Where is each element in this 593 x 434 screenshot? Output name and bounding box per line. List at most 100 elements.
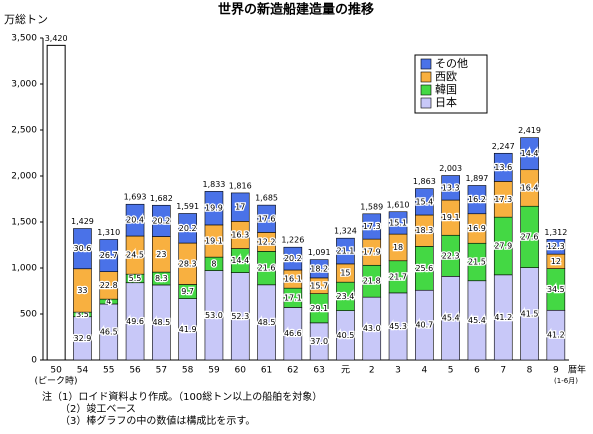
bar-segment xyxy=(493,152,513,182)
value-label: 41.5 xyxy=(521,309,539,318)
value-label: 20.4 xyxy=(126,216,144,225)
value-label: 45.3 xyxy=(389,322,407,331)
value-label: 20.2 xyxy=(179,224,197,233)
note: （3）棒グラフの中の数値は構成比を示す。 xyxy=(60,414,255,427)
bar-segment xyxy=(388,211,408,235)
value-label: 34.5 xyxy=(547,285,565,294)
value-label: 19.1 xyxy=(205,237,223,246)
value-label: 20.2 xyxy=(284,254,302,263)
bar-segment xyxy=(99,239,119,272)
total-label: 3,420 xyxy=(45,34,68,43)
x-tick-label: 8 xyxy=(527,366,533,376)
value-label: 37.0 xyxy=(310,337,328,346)
value-label: 21.1 xyxy=(337,247,355,256)
legend-swatch xyxy=(420,71,432,83)
value-label: 12 xyxy=(551,257,561,266)
x-tick-label: 55 xyxy=(103,366,114,376)
value-label: 12.3 xyxy=(547,242,565,251)
x-tick-label: 5 xyxy=(448,366,454,376)
value-label: 23.4 xyxy=(337,292,355,301)
value-label: 41.2 xyxy=(494,313,512,322)
bar-segment xyxy=(546,238,566,255)
x-tick-label: 6 xyxy=(474,366,480,376)
value-label: 16.1 xyxy=(284,275,302,284)
note: 注（1）ロイド資料より作成。（100総トン以上の船舶を対象） xyxy=(42,390,322,403)
value-label: 12.2 xyxy=(258,237,276,246)
value-label: 48.5 xyxy=(152,318,170,327)
value-label: 22.8 xyxy=(100,281,118,290)
bar-segment xyxy=(520,137,539,171)
value-label: 21.7 xyxy=(389,272,407,281)
value-label: 46.6 xyxy=(284,329,302,338)
bar-segment xyxy=(125,203,145,237)
value-label: 17 xyxy=(235,203,245,212)
bar xyxy=(46,44,66,361)
total-label: 2,419 xyxy=(518,126,541,135)
period-note: (1-6月) xyxy=(554,377,578,385)
value-label: 14.4 xyxy=(231,256,249,265)
x-axis-label: 暦年 xyxy=(568,364,586,376)
value-label: 15.7 xyxy=(310,281,328,290)
total-label: 1,833 xyxy=(202,180,225,189)
value-label: 17.6 xyxy=(258,214,276,223)
total-label: 1,324 xyxy=(334,227,357,236)
bar-segment xyxy=(178,213,197,244)
value-label: 25.6 xyxy=(415,264,433,273)
value-label: 17.9 xyxy=(363,248,381,257)
value-label: 41.9 xyxy=(179,325,197,334)
total-label: 1,897 xyxy=(465,174,488,183)
value-label: 40.5 xyxy=(337,331,355,340)
value-label: 46.5 xyxy=(100,327,118,336)
y-axis-label: 万総トン xyxy=(4,12,48,26)
x-tick-label: 59 xyxy=(208,366,220,376)
note: （2）竣工ベース xyxy=(60,402,136,415)
bar-segment xyxy=(152,204,171,237)
value-label: 20.2 xyxy=(152,216,170,225)
bar-segment xyxy=(309,259,329,279)
value-label: 15.4 xyxy=(415,197,433,206)
y-tick-label: 1,000 xyxy=(11,264,37,274)
y-tick-label: 2,000 xyxy=(11,172,37,182)
legend-swatch xyxy=(420,97,432,109)
y-tick-label: 0 xyxy=(31,356,37,366)
total-label: 1,226 xyxy=(281,236,304,245)
value-label: 3.5 xyxy=(76,310,89,319)
total-label: 1,310 xyxy=(97,228,120,237)
total-label: 2,003 xyxy=(439,164,462,173)
x-tick-label: 2 xyxy=(369,366,375,376)
value-label: 19.9 xyxy=(205,204,223,213)
value-label: 17.3 xyxy=(494,195,512,204)
value-label: 17.3 xyxy=(363,222,381,231)
y-tick-label: 500 xyxy=(20,310,37,320)
value-label: 27.6 xyxy=(521,232,539,241)
value-label: 17.1 xyxy=(284,293,302,302)
y-tick-label: 2,500 xyxy=(11,126,37,136)
x-tick-label: 60 xyxy=(235,366,247,376)
bar-segment xyxy=(204,191,224,226)
bar-segment xyxy=(257,204,276,233)
value-label: 23 xyxy=(156,250,166,259)
y-tick-label: 1,500 xyxy=(11,218,37,228)
value-label: 29.1 xyxy=(310,304,328,313)
total-label: 1,312 xyxy=(544,228,567,237)
value-label: 19.1 xyxy=(442,213,460,222)
x-tick-label: 50 xyxy=(50,366,62,376)
value-label: 18 xyxy=(393,243,403,252)
value-label: 45.4 xyxy=(442,314,460,323)
total-label: 1,610 xyxy=(387,200,410,209)
value-label: 48.5 xyxy=(258,318,276,327)
value-label: 52.3 xyxy=(231,312,249,321)
value-label: 21.5 xyxy=(468,258,486,267)
value-label: 53.0 xyxy=(205,311,223,320)
total-label: 2,247 xyxy=(492,142,515,151)
total-label: 1,682 xyxy=(150,194,173,203)
legend-label: 西欧 xyxy=(435,70,457,83)
value-label: 26.7 xyxy=(100,251,118,260)
legend-label: 日本 xyxy=(435,95,457,109)
total-label: 1,816 xyxy=(229,181,252,190)
total-label: 1,589 xyxy=(360,202,383,211)
bar-segment xyxy=(230,192,250,222)
value-label: 18.3 xyxy=(415,226,433,235)
bar-segment xyxy=(441,175,460,201)
